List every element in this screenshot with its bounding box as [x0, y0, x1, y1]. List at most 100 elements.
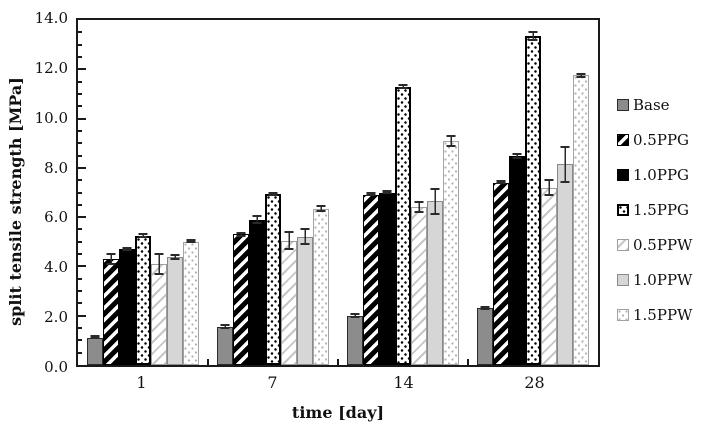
legend: Base 0.5PPG 1.0PPG 1.5PPG 0.5PPW 1.0PPW 1.5PPW — [617, 94, 692, 326]
error-bar-base-day14 — [350, 313, 360, 319]
bar-1.5ppg-day14 — [395, 86, 411, 365]
bar-group-day-28 — [468, 20, 598, 365]
error-bar-1.5ppg-day1 — [138, 233, 148, 239]
bar-1.5ppg-day28 — [525, 36, 541, 365]
error-bar-1.5ppg-day14 — [398, 84, 408, 89]
bar-slot — [119, 20, 135, 365]
error-bar-0.5ppg-day1 — [106, 252, 116, 266]
legend-item-1.5ppg: 1.5PPG — [617, 199, 692, 221]
bar-base-day7 — [217, 326, 233, 365]
legend-item-1.0ppg: 1.0PPG — [617, 164, 692, 186]
legend-item-0.5ppw: 0.5PPW — [617, 234, 692, 256]
bar-slot — [477, 20, 493, 365]
bar-slot — [297, 20, 313, 365]
error-bar-0.5ppw-day1 — [154, 252, 164, 276]
bar-1.0ppg-day28 — [509, 155, 525, 365]
bar-slot — [183, 20, 199, 365]
bar-1.5ppw-day1 — [183, 241, 199, 365]
y-axis-tick — [78, 68, 86, 71]
bar-group-day-7 — [208, 20, 338, 365]
bar-slot — [87, 20, 103, 365]
error-bar-0.5ppg-day28 — [496, 180, 506, 185]
error-bar-1.5ppw-day14 — [446, 134, 456, 147]
y-axis-tick — [78, 302, 82, 305]
error-bar-1.5ppw-day28 — [576, 73, 586, 78]
bar-1.0ppw-day1 — [167, 256, 183, 365]
bar-slot — [573, 20, 589, 365]
bar-0.5ppg-day14 — [363, 194, 379, 365]
error-bar-1.0ppg-day7 — [252, 215, 262, 224]
bar-0.5ppw-day28 — [541, 187, 557, 365]
bar-slot — [265, 20, 281, 365]
x-axis-tick — [337, 359, 339, 365]
error-bar-1.0ppw-day14 — [430, 187, 440, 215]
x-axis-category-label: 28 — [524, 373, 545, 392]
y-axis-tick-label: 0.0 — [44, 358, 68, 376]
y-axis-tick — [78, 253, 82, 256]
y-axis-tick — [78, 265, 86, 268]
y-axis-tick — [78, 55, 82, 58]
error-bar-base-day28 — [480, 306, 490, 311]
bar-base-day28 — [477, 308, 493, 365]
y-axis-tick-label: 10.0 — [34, 108, 68, 127]
bar-0.5ppw-day14 — [411, 207, 427, 365]
bar-1.5ppw-day7 — [313, 208, 329, 365]
legend-label: Base — [633, 96, 670, 114]
x-axis-title: time [day] — [291, 403, 385, 422]
error-bar-1.0ppw-day28 — [560, 145, 570, 183]
bar-1.5ppw-day28 — [573, 75, 589, 365]
y-axis-tick — [78, 327, 82, 330]
bar-slot — [493, 20, 509, 365]
bar-1.5ppg-day7 — [265, 193, 281, 365]
y-axis-title: split tensile strength [MPa] — [6, 77, 25, 326]
x-axis-tick — [467, 359, 469, 365]
bar-1.0ppg-day14 — [379, 192, 395, 365]
bar-slot — [167, 20, 183, 365]
bar-slot — [347, 20, 363, 365]
y-axis-tick — [78, 351, 82, 354]
error-bar-1.0ppw-day7 — [300, 228, 310, 246]
y-axis-tick — [78, 240, 82, 243]
bar-slot — [363, 20, 379, 365]
bar-0.5ppg-day1 — [103, 259, 119, 365]
bar-0.5ppw-day7 — [281, 240, 297, 365]
x-axis-category-label: 7 — [267, 373, 278, 392]
error-bar-base-day7 — [220, 324, 230, 330]
x-axis-category-label: 14 — [393, 373, 414, 392]
legend-item-base: Base — [617, 94, 692, 116]
error-bar-1.0ppg-day14 — [382, 189, 392, 194]
bar-slot — [427, 20, 443, 365]
y-axis-tick — [78, 129, 82, 132]
y-axis-tick — [78, 142, 82, 145]
y-axis-tick — [78, 179, 82, 182]
y-axis-tick — [78, 216, 86, 219]
bar-group-day-1 — [78, 20, 208, 365]
y-axis-tick — [78, 43, 82, 46]
error-bar-0.5ppw-day28 — [544, 178, 554, 197]
bar-0.5ppw-day1 — [151, 263, 167, 365]
y-axis-tick — [78, 166, 86, 169]
bar-1.5ppw-day14 — [443, 140, 459, 365]
bar-1.0ppw-day28 — [557, 164, 573, 365]
y-axis-tick — [78, 117, 86, 120]
y-axis-tick-label: 4.0 — [44, 258, 68, 277]
legend-swatch-0.5ppg — [617, 134, 629, 146]
y-axis-tick-label: 8.0 — [44, 158, 68, 177]
bar-slot — [313, 20, 329, 365]
error-bar-0.5ppg-day7 — [236, 231, 246, 237]
legend-swatch-1.0ppg — [617, 169, 629, 181]
legend-label: 1.0PPW — [633, 271, 693, 289]
y-axis-tick-label: 12.0 — [34, 58, 68, 77]
bar-0.5ppg-day7 — [233, 234, 249, 365]
y-axis-tick-label: 2.0 — [44, 308, 68, 327]
y-axis-tick — [78, 191, 82, 194]
plot-area — [76, 18, 600, 367]
bar-slot — [557, 20, 573, 365]
error-bar-base-day1 — [90, 335, 100, 340]
legend-item-1.5ppw: 1.5PPW — [617, 304, 692, 326]
legend-label: 1.5PPW — [633, 306, 693, 324]
bar-1.5ppg-day1 — [135, 235, 151, 365]
y-axis-tick — [78, 314, 86, 317]
legend-swatch-1.0ppw — [617, 274, 629, 286]
bar-0.5ppg-day28 — [493, 182, 509, 365]
